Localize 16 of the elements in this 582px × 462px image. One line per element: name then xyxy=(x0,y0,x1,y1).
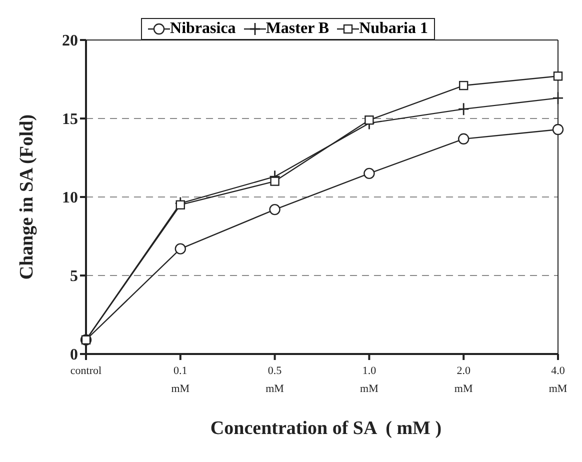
x-tick-label: control xyxy=(70,365,102,377)
x-tick-label: 1.0 mM xyxy=(360,365,379,395)
x-axis-title: Concentration of SA ( mM ) xyxy=(209,418,443,440)
x-tick-label: 0.1 mM xyxy=(171,365,190,395)
legend-label: Nibrasica xyxy=(169,20,236,38)
legend-label: Master B xyxy=(264,20,330,38)
legend-label: Nubaria 1 xyxy=(358,20,428,38)
x-tick-label: 4.0 mM xyxy=(548,365,568,395)
y-tick-label: 10 xyxy=(62,190,78,207)
x-tick-label: 2.0 mM xyxy=(454,365,473,395)
x-tick-label: 0.5 mM xyxy=(266,365,284,395)
y-tick-label: 15 xyxy=(62,111,78,128)
y-tick-label: 5 xyxy=(70,268,78,286)
y-tick-label: 0 xyxy=(70,346,78,364)
y-axis-title: Change in SA (Fold) xyxy=(16,114,38,280)
y-tick-label: 20 xyxy=(62,32,78,50)
